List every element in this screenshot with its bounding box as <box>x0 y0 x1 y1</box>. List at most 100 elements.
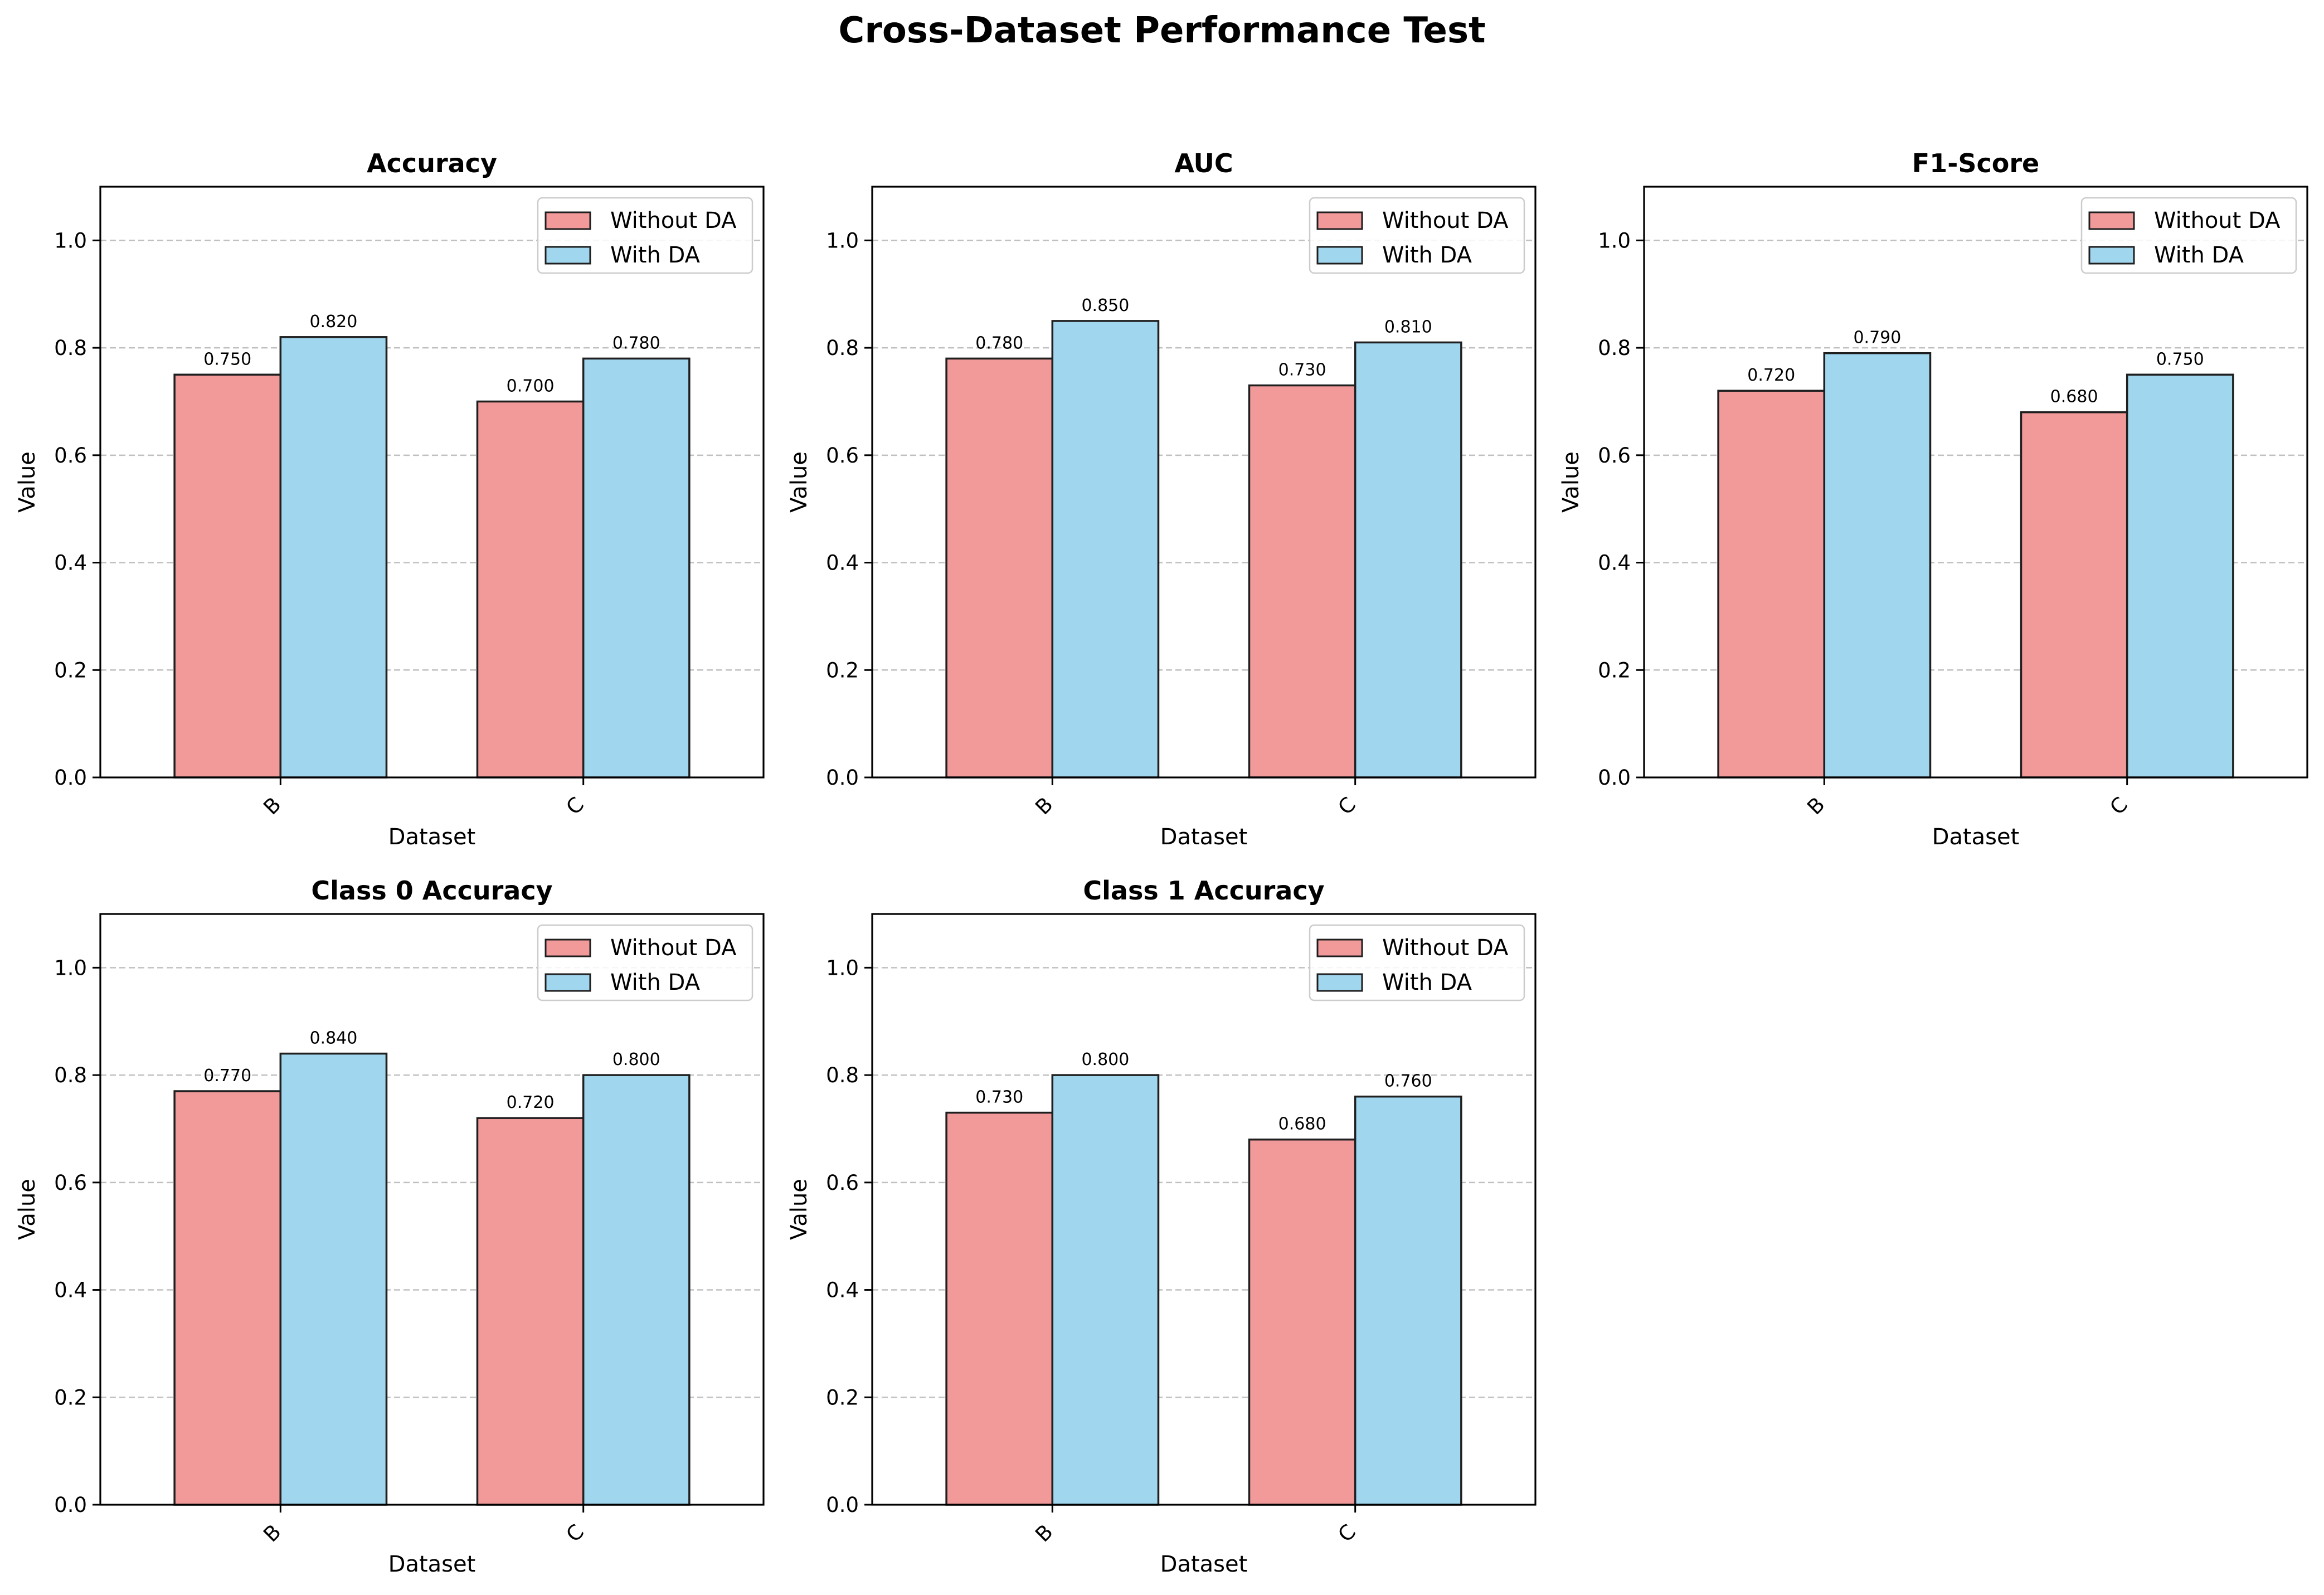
data-label: 0.720 <box>1747 366 1795 385</box>
x-tick-label: B <box>1030 792 1057 819</box>
y-axis-label: Value <box>786 451 812 513</box>
x-tick-label: C <box>562 792 589 820</box>
bar-without-da-c <box>2020 411 2128 779</box>
y-tick-label: 0.0 <box>826 766 859 790</box>
legend: Without DA With DA <box>537 924 753 1001</box>
data-label: 0.750 <box>203 349 251 369</box>
y-tick-label: 0.8 <box>826 1063 859 1087</box>
figure-title: Cross-Dataset Performance Test <box>838 10 1486 51</box>
bar-with-da-c <box>1354 341 1462 779</box>
y-tick-label: 0.6 <box>54 444 87 468</box>
legend-swatch-without-da <box>544 938 591 957</box>
legend-label: With DA <box>610 970 701 995</box>
bar-with-da-b <box>279 336 388 779</box>
chart-panel-3: 0.720 0.680 0.790 0.750 0.0 0.2 0.4 0.6 0.8 1.0 B C… <box>1558 148 2308 850</box>
chart-title: Class 0 Accuracy <box>311 876 552 906</box>
legend-swatch-with-da <box>1316 246 1363 265</box>
legend: Without DA With DA <box>2080 197 2297 274</box>
bar-without-da-c <box>1248 384 1357 779</box>
legend-label: Without DA <box>610 208 737 234</box>
y-tick-label: 0.8 <box>826 336 859 360</box>
y-tick-label: 1.0 <box>1598 228 1631 252</box>
y-tick-label: 0.0 <box>54 766 87 790</box>
bar-with-da-b <box>1823 352 1932 779</box>
x-tick-label: B <box>1802 792 1829 819</box>
legend-swatch-without-da <box>544 211 591 230</box>
y-tick-label: 0.8 <box>1598 336 1631 360</box>
x-axis-label: Dataset <box>1160 1552 1248 1577</box>
data-label: 0.680 <box>1278 1115 1326 1134</box>
bar-with-da-c <box>1354 1095 1462 1506</box>
legend: Without DA With DA <box>537 197 753 274</box>
y-tick-label: 0.2 <box>826 658 859 682</box>
data-label: 0.820 <box>309 312 357 332</box>
legend-box <box>537 924 753 1001</box>
legend-swatch-with-da <box>2088 246 2135 265</box>
x-axis-label: Dataset <box>1160 824 1248 850</box>
data-label: 0.730 <box>975 1088 1023 1107</box>
bar-with-da-c <box>2126 373 2234 779</box>
y-tick-label: 0.4 <box>54 551 87 575</box>
legend-box <box>1309 924 1525 1001</box>
legend-label: With DA <box>610 242 701 268</box>
data-label: 0.780 <box>975 333 1023 353</box>
data-label: 0.680 <box>2050 387 2098 407</box>
data-label: 0.720 <box>507 1093 555 1112</box>
bar-with-da-b <box>1051 320 1160 779</box>
y-tick-label: 0.4 <box>54 1278 87 1302</box>
y-tick-label: 0.4 <box>826 551 859 575</box>
x-tick-label: C <box>1334 792 1361 820</box>
y-tick-label: 0.0 <box>1598 766 1631 790</box>
y-tick-label: 1.0 <box>826 228 859 252</box>
axes-frame <box>1643 186 2308 779</box>
chart-title: Accuracy <box>367 148 497 178</box>
bar-without-da-b <box>945 357 1054 779</box>
legend: Without DA With DA <box>1309 924 1525 1001</box>
bar-with-da-b <box>1051 1074 1160 1506</box>
data-label: 0.840 <box>309 1029 357 1048</box>
x-tick-label: B <box>1030 1520 1057 1547</box>
legend-swatch-with-da <box>1316 973 1363 992</box>
y-tick-label: 1.0 <box>54 956 87 980</box>
legend-box <box>1309 197 1525 274</box>
bar-with-da-c <box>582 1074 691 1506</box>
axes-frame <box>99 186 765 779</box>
chart-panel-2: 0.780 0.730 0.850 0.810 0.0 0.2 0.4 0.6 0.8 1.0 B C… <box>786 148 1537 850</box>
legend-label: Without DA <box>1382 935 1509 961</box>
x-axis-label: Dataset <box>388 824 476 850</box>
chart-panel-1: 0.750 0.700 0.820 0.780 0.0 0.2 0.4 0.6 0.8 1.0 B C… <box>14 148 765 850</box>
axes-frame <box>871 186 1537 779</box>
y-tick-label: 1.0 <box>826 956 859 980</box>
legend-swatch-with-da <box>544 973 591 992</box>
data-label: 0.750 <box>2156 349 2204 369</box>
y-tick-label: 0.4 <box>826 1278 859 1302</box>
legend-swatch-without-da <box>2088 211 2135 230</box>
y-tick-label: 0.6 <box>826 1171 859 1195</box>
legend-label: With DA <box>2154 242 2244 268</box>
y-tick-label: 0.6 <box>1598 444 1631 468</box>
y-axis-label: Value <box>786 1179 812 1240</box>
x-axis-label: Dataset <box>1932 824 2020 850</box>
y-axis-label: Value <box>14 451 40 513</box>
legend-label: With DA <box>1382 970 1472 995</box>
legend-label: With DA <box>1382 242 1472 268</box>
y-tick-label: 1.0 <box>54 228 87 252</box>
legend-swatch-without-da <box>1316 211 1363 230</box>
chart-title: Class 1 Accuracy <box>1083 876 1324 906</box>
bar-with-da-b <box>279 1052 388 1506</box>
bar-without-da-c <box>476 400 585 779</box>
bar-without-da-c <box>1248 1138 1357 1506</box>
y-tick-label: 0.6 <box>826 444 859 468</box>
legend-swatch-with-da <box>544 246 591 265</box>
chart-panel-4: 0.770 0.720 0.840 0.800 0.0 0.2 0.4 0.6 0.8 1.0 B C… <box>14 876 765 1577</box>
data-label: 0.790 <box>1853 328 1901 348</box>
bar-without-da-b <box>945 1111 1054 1506</box>
data-label: 0.800 <box>1081 1050 1129 1069</box>
data-label: 0.700 <box>507 376 555 396</box>
y-tick-label: 0.8 <box>54 1063 87 1087</box>
legend-box <box>537 197 753 274</box>
x-tick-label: C <box>1334 1520 1361 1547</box>
y-tick-label: 0.4 <box>1598 551 1631 575</box>
data-label: 0.810 <box>1384 317 1432 337</box>
